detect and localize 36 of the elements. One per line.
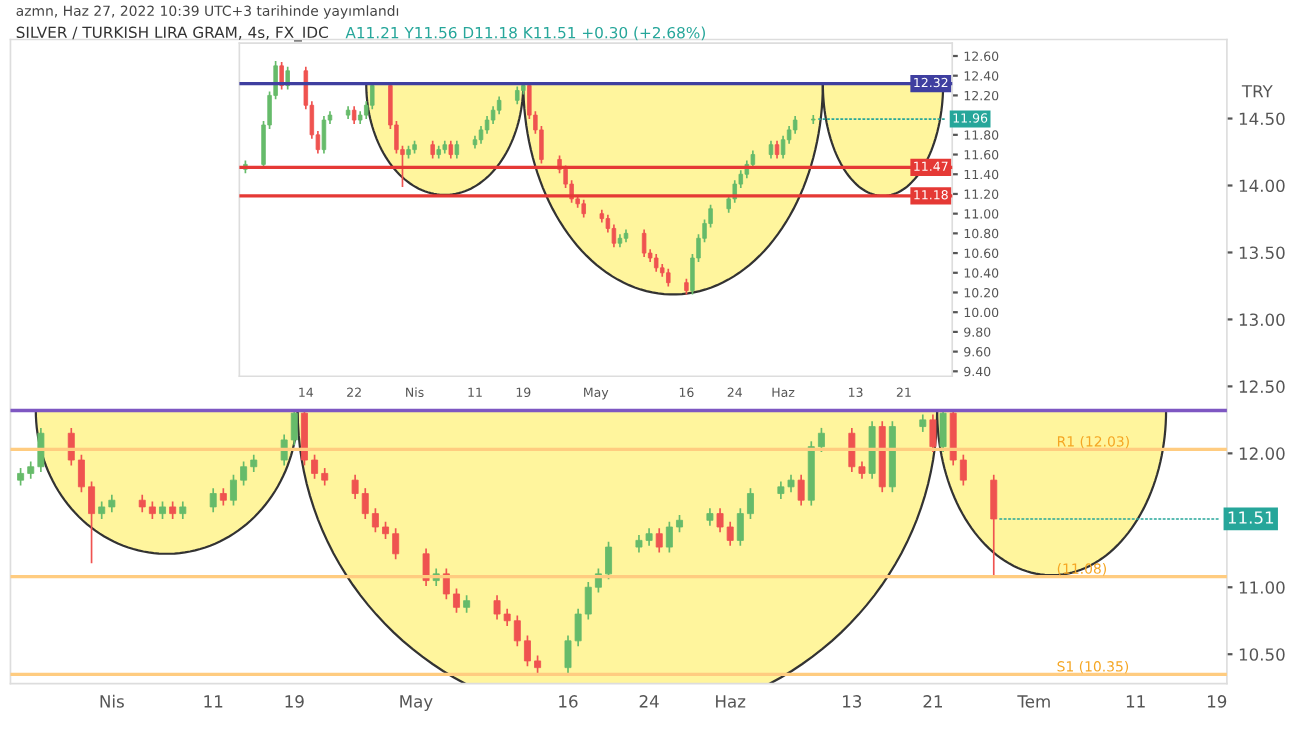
y-tick-label: 12.50 [1239, 380, 1285, 393]
annotation: 11.51 [1228, 511, 1274, 524]
candlestick [780, 134, 786, 160]
y-tick-label: 10.50 [1239, 648, 1285, 661]
candlestick [422, 547, 430, 587]
candlestick [655, 527, 663, 554]
y-tick-label: 11.00 [1239, 581, 1285, 594]
candlestick [209, 487, 217, 514]
x-tick-label: May [400, 695, 433, 711]
y-tick-label: 13.50 [1239, 246, 1285, 260]
candlestick [929, 413, 937, 453]
candlestick [939, 409, 947, 453]
x-tick-label: 13 [843, 695, 862, 708]
x-tick-label: Tem [1017, 695, 1050, 708]
y-axis-title: TRY [1241, 85, 1273, 98]
candlestick [611, 223, 617, 248]
candlestick [641, 228, 647, 258]
x-tick-label: Haz [716, 695, 746, 708]
candlestick [990, 473, 998, 577]
x-tick-label: 11 [204, 695, 223, 708]
x-tick-label: 21 [923, 695, 942, 708]
y-tick-label: 13.00 [1239, 313, 1285, 326]
x-tick-label: 19 [285, 695, 304, 708]
y-tick-label: 14.50 [1239, 112, 1285, 126]
candlestick [370, 82, 375, 111]
candlestick [321, 115, 327, 155]
candlestick [868, 420, 876, 480]
x-tick-label: 11 [1126, 695, 1145, 708]
candlestick [797, 473, 805, 507]
x-tick-label: Nis [100, 694, 124, 708]
x-tick-label: 16 [559, 695, 578, 708]
x-tick-label: 24 [639, 695, 659, 708]
x-tick-label: 19 [1207, 695, 1227, 708]
y-tick-label: 14.00 [1239, 179, 1285, 193]
y-tick-label: 12.00 [1239, 447, 1285, 460]
candlestick [279, 61, 284, 91]
